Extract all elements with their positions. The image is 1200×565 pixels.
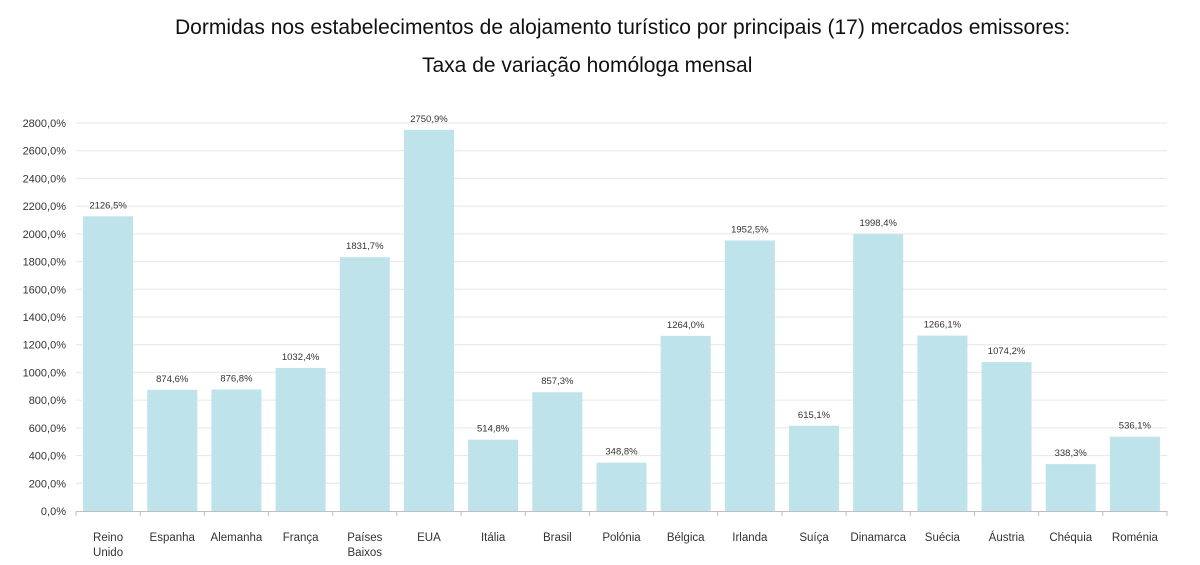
x-tick-label: Suíça [799,532,829,544]
y-axis: 0,0% 200,0% 400,0% 600,0% 800,0% 1000,0% 1200,… [23,118,67,518]
x-tick-label: França [283,532,319,544]
bar [532,392,583,511]
y-tick-label: 2000,0% [23,229,67,241]
y-tick-label: 1800,0% [23,257,67,269]
bars [83,129,1160,512]
y-tick-label: 0,0% [41,506,66,518]
data-label: 874,6% [156,374,189,385]
bar [1109,436,1160,511]
x-tick-label: Unido [93,547,123,559]
data-label: 338,3% [1055,448,1088,459]
bar [660,335,711,511]
y-tick-label: 2800,0% [23,118,67,130]
data-label: 1074,2% [988,346,1026,357]
bar [1045,464,1096,511]
data-label: 1264,0% [667,320,705,331]
x-tick-label: Alemanha [211,532,263,544]
bar [83,216,134,511]
x-tick-label: Itália [481,532,506,544]
x-tick-label: Baixos [348,547,383,559]
bar [596,462,647,511]
data-label: 1266,1% [924,320,962,331]
data-label: 1998,4% [859,218,897,229]
x-tick-label: Países [347,532,382,544]
y-tick-label: 1400,0% [23,312,67,324]
data-label: 536,1% [1119,421,1152,432]
x-tick-label: Suécia [925,532,961,544]
y-tick-label: 800,0% [29,395,67,407]
y-tick-label: 2600,0% [23,146,67,158]
x-tick-label: Áustria [989,531,1025,544]
x-axis: Reino Unido Espanha Alemanha França Países Bai… [75,511,1168,559]
x-tick-label: Dinamarca [850,532,906,544]
y-tick-label: 1200,0% [23,340,67,352]
bar [468,439,519,511]
y-tick-label: 600,0% [29,423,67,435]
data-label: 348,8% [605,447,638,458]
bar [981,362,1032,511]
data-label: 876,8% [220,374,253,385]
x-tick-label: Reino [93,532,123,544]
bar [403,129,454,511]
bar [275,367,326,511]
x-tick-label: Irlanda [732,532,768,544]
bar [339,257,390,511]
bar [917,335,968,511]
data-label: 2126,5% [89,200,127,211]
bar [211,389,262,511]
y-tick-label: 2400,0% [23,173,67,185]
x-tick-label: EUA [417,532,441,544]
bar [853,234,904,511]
data-label: 514,8% [477,424,510,435]
x-tick-label: Roménia [1112,532,1159,544]
y-tick-label: 1000,0% [23,367,67,379]
y-tick-label: 1600,0% [23,284,67,296]
y-tick-label: 2200,0% [23,201,67,213]
bar [147,389,198,511]
data-label: 857,3% [541,376,574,387]
data-label: 615,1% [798,410,831,421]
data-label: 1831,7% [346,241,384,252]
x-tick-label: Brasil [543,532,572,544]
y-tick-label: 200,0% [29,478,67,490]
x-tick-label: Polónia [602,532,641,544]
chart-subtitle: Taxa de variação homóloga mensal [422,54,753,77]
x-tick-label: Espanha [150,532,196,544]
data-labels: 2126,5% 874,6% 876,8% 1032,4% 1831,7% 2750,9%… [89,114,1151,459]
bar [789,425,840,511]
x-tick-label: Bélgica [667,532,705,544]
data-label: 1032,4% [282,352,320,363]
y-tick-label: 400,0% [29,451,67,463]
x-tick-label: Chéquia [1049,532,1092,544]
chart-title: Dormidas nos estabelecimentos de alojame… [175,16,1071,39]
data-label: 1952,5% [731,224,769,235]
data-label: 2750,9% [410,114,448,125]
bar [724,240,775,512]
